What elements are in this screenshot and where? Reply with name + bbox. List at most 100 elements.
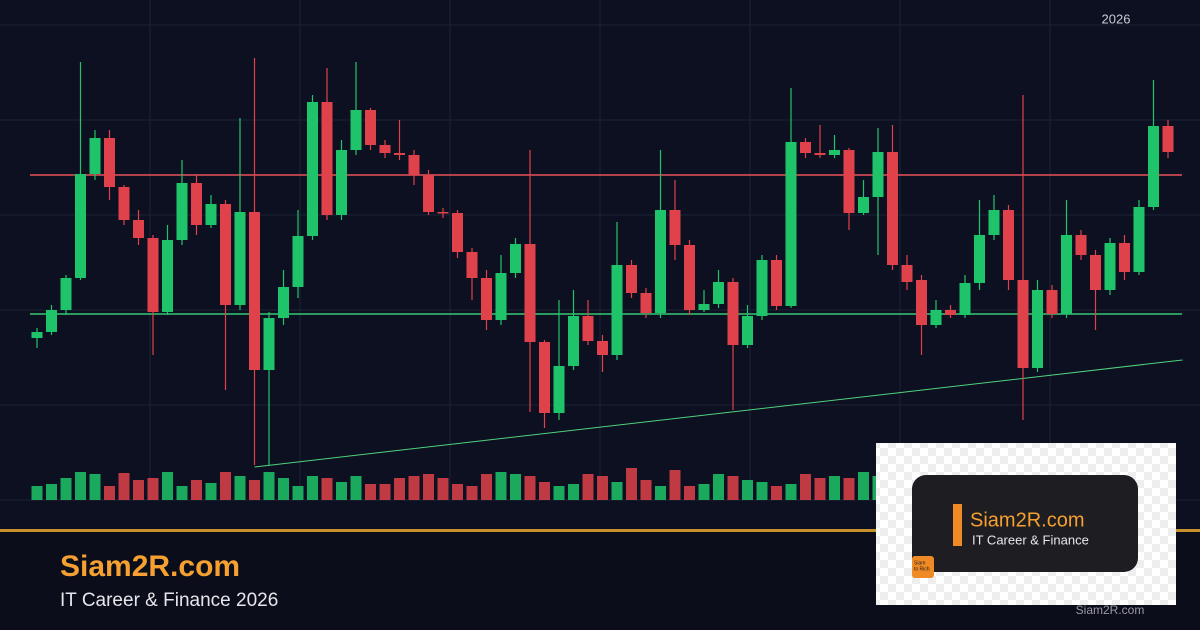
candle-body bbox=[307, 102, 318, 236]
candle-body bbox=[495, 273, 507, 320]
volume-bar bbox=[452, 484, 463, 500]
volume-bar bbox=[655, 486, 666, 500]
candle-body bbox=[191, 183, 202, 225]
volume-bar bbox=[205, 483, 217, 500]
volume-bar bbox=[597, 476, 608, 500]
volume-bar bbox=[60, 478, 72, 500]
volume-bar bbox=[176, 486, 188, 500]
volume-bar bbox=[756, 482, 768, 500]
candle-body bbox=[785, 142, 797, 306]
volume-bar bbox=[539, 482, 550, 500]
divider bbox=[0, 529, 1200, 532]
volume-bar bbox=[89, 474, 101, 500]
candle-body bbox=[75, 174, 86, 278]
candle-body bbox=[1148, 126, 1159, 207]
volume-bar bbox=[365, 484, 376, 500]
volume-bar bbox=[626, 468, 637, 500]
candle-body bbox=[988, 210, 1000, 235]
candle-body bbox=[162, 240, 173, 312]
card-footer: Siam2R.com bbox=[1076, 603, 1145, 617]
site-name: Siam2R.com bbox=[60, 550, 240, 583]
candle-body bbox=[727, 282, 739, 345]
volume-bar bbox=[814, 478, 826, 500]
candle-body bbox=[408, 155, 420, 175]
candle-body bbox=[872, 152, 884, 197]
candle-body bbox=[901, 265, 913, 282]
trend-line bbox=[254, 359, 1183, 468]
volume-bar bbox=[379, 484, 391, 500]
volume-bar bbox=[46, 484, 57, 500]
candle-body bbox=[553, 366, 565, 413]
candle-body bbox=[394, 153, 405, 155]
candle-body bbox=[104, 138, 115, 187]
candle-body bbox=[1046, 290, 1058, 314]
candle-body bbox=[60, 278, 72, 310]
candle-body bbox=[945, 310, 956, 315]
candle-body bbox=[220, 204, 231, 305]
candle-body bbox=[147, 238, 159, 312]
candle-body bbox=[698, 304, 710, 310]
candle-body bbox=[539, 342, 550, 413]
candle-body bbox=[524, 244, 536, 342]
volume-bar bbox=[278, 478, 289, 500]
candle-body bbox=[916, 280, 927, 325]
volume-bar bbox=[800, 474, 811, 500]
candle-body bbox=[959, 283, 971, 315]
volume-bar bbox=[640, 480, 652, 500]
logo-text: Siam bbox=[914, 560, 925, 566]
volume-bar bbox=[829, 476, 840, 500]
candle-body bbox=[742, 316, 753, 345]
candle-body bbox=[176, 183, 188, 240]
candle-body bbox=[568, 316, 579, 366]
candle-body bbox=[89, 138, 101, 174]
candle-body bbox=[1017, 280, 1029, 368]
candle-body bbox=[1075, 235, 1087, 255]
volume-bar bbox=[234, 476, 246, 500]
candle-body bbox=[118, 187, 130, 220]
candle-body bbox=[771, 260, 782, 306]
candle-body bbox=[365, 110, 376, 145]
candle-body bbox=[466, 252, 478, 278]
candle-body bbox=[437, 212, 449, 214]
volume-bar bbox=[481, 474, 492, 500]
year: 2026 bbox=[1102, 11, 1131, 26]
volume-bar bbox=[350, 476, 362, 500]
logo-text: to Rich bbox=[914, 566, 930, 572]
candle-body bbox=[1090, 255, 1101, 290]
volume-bar bbox=[669, 470, 681, 500]
candle-body bbox=[1104, 243, 1116, 290]
candle-body bbox=[640, 293, 652, 313]
volume-bar bbox=[684, 486, 695, 500]
volume-bar bbox=[147, 478, 159, 500]
card-site: Siam2R.com bbox=[970, 509, 1084, 531]
candle-body bbox=[234, 212, 246, 305]
volume-bar bbox=[307, 476, 318, 500]
candle-body bbox=[1061, 235, 1072, 314]
volume-bar bbox=[118, 473, 130, 500]
volume-bar bbox=[133, 480, 144, 500]
candle-body bbox=[597, 341, 608, 355]
candle-body bbox=[1133, 207, 1145, 272]
candle-body bbox=[800, 142, 811, 153]
candle-body bbox=[626, 265, 637, 293]
candle-body bbox=[756, 260, 768, 316]
candle-body bbox=[321, 102, 333, 215]
grid bbox=[0, 0, 1200, 501]
candle-body bbox=[205, 204, 217, 225]
volume-bar bbox=[524, 476, 536, 500]
volume-bar bbox=[742, 480, 753, 500]
volume-bar bbox=[292, 486, 304, 500]
candle-body bbox=[249, 212, 260, 370]
candle-body bbox=[350, 110, 362, 150]
volume-bar bbox=[394, 478, 405, 500]
volume-bar bbox=[553, 486, 565, 500]
candle-body bbox=[887, 152, 898, 265]
candle-body bbox=[582, 316, 594, 341]
candle-body bbox=[829, 150, 840, 155]
candle-body bbox=[669, 210, 681, 245]
volume-bar bbox=[249, 480, 260, 500]
volume-bar bbox=[423, 474, 434, 500]
candle-body bbox=[292, 236, 304, 287]
volume-bar bbox=[843, 478, 855, 500]
